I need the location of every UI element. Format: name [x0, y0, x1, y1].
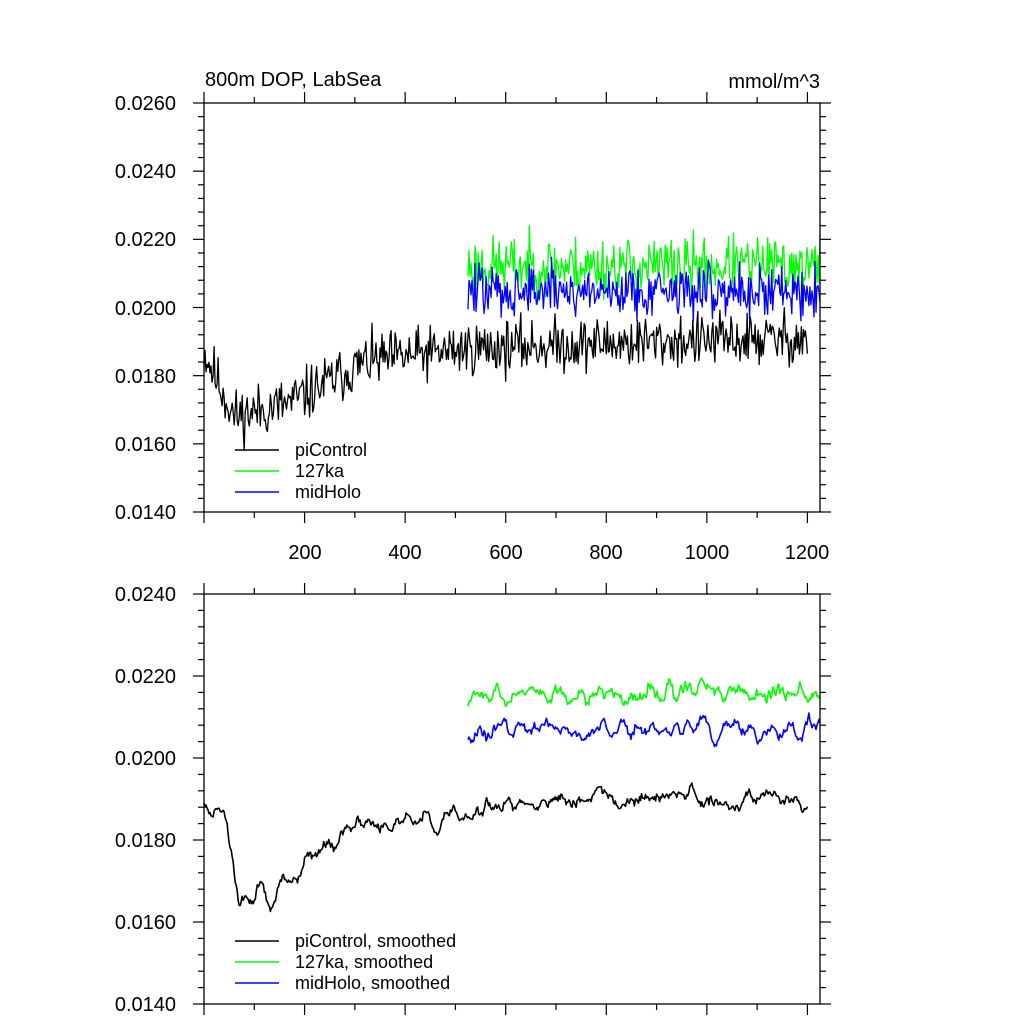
y-tick-label: 0.0240 [115, 161, 176, 183]
top-panel-y-tick-labels: 0.0140 0.0160 0.0180 0.0200 0.0220 0.024… [115, 93, 176, 524]
y-tick-label: 0.0240 [115, 584, 176, 606]
bottom-panel-plot-frame [203, 593, 821, 1005]
x-tick-label: 400 [388, 542, 421, 564]
legend-label-127ka: 127ka [295, 461, 345, 481]
legend-label-midholo-smoothed: midHolo, smoothed [295, 973, 450, 993]
series-line-midholo-smoothed [467, 712, 821, 748]
y-tick-label: 0.0260 [115, 93, 176, 115]
y-tick-label: 0.0160 [115, 912, 176, 934]
bottom-panel-y-tick-labels: 0.0140 0.0160 0.0180 0.0200 0.0220 0.024… [115, 584, 176, 1016]
bottom-panel-ticks [193, 583, 831, 1015]
x-tick-label: 1000 [685, 542, 730, 564]
top-panel: 800m DOP, LabSea mmol/m^3 0.0140 0.0160 … [115, 69, 831, 564]
top-panel-ticks [193, 92, 831, 523]
legend-label-midholo: midHolo [295, 482, 361, 502]
top-panel-title: 800m DOP, LabSea [205, 69, 382, 91]
x-tick-label: 1200 [785, 542, 830, 564]
legend-label-127ka-smoothed: 127ka, smoothed [295, 952, 433, 972]
series-line-picontrol [203, 306, 809, 452]
y-tick-label: 0.0220 [115, 229, 176, 251]
series-line-picontrol-smoothed [203, 782, 809, 913]
bottom-panel-legend: piControl, smoothed 127ka, smoothed midH… [235, 931, 456, 993]
y-tick-label: 0.0180 [115, 830, 176, 852]
y-tick-label: 0.0140 [115, 994, 176, 1016]
x-tick-label: 600 [489, 542, 522, 564]
y-tick-label: 0.0140 [115, 502, 176, 524]
y-tick-label: 0.0220 [115, 666, 176, 688]
y-tick-label: 0.0200 [115, 748, 176, 770]
legend-label-picontrol: piControl [295, 440, 367, 460]
legend-label-picontrol-smoothed: piControl, smoothed [295, 931, 456, 951]
top-panel-x-tick-labels: 200 400 600 800 1000 1200 [288, 542, 829, 564]
bottom-panel-lines [203, 677, 821, 913]
y-tick-label: 0.0180 [115, 366, 176, 388]
x-tick-label: 200 [288, 542, 321, 564]
y-tick-label: 0.0160 [115, 434, 176, 456]
bottom-panel: 0.0140 0.0160 0.0180 0.0200 0.0220 0.024… [115, 583, 831, 1016]
series-line-midholo [467, 256, 821, 323]
x-tick-label: 800 [589, 542, 622, 564]
top-panel-legend: piControl 127ka midHolo [235, 440, 367, 502]
y-tick-label: 0.0200 [115, 298, 176, 320]
series-line-127ka [467, 224, 821, 306]
top-panel-lines [203, 224, 821, 452]
series-line-127ka-smoothed [467, 677, 821, 708]
top-panel-units: mmol/m^3 [728, 71, 820, 93]
